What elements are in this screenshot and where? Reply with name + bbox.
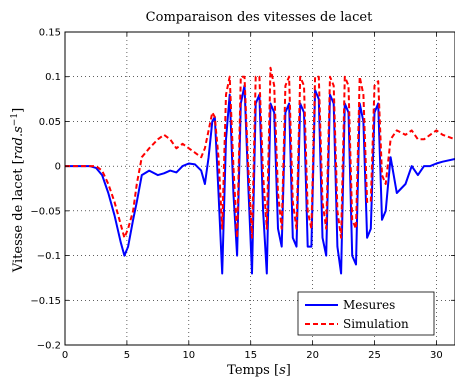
legend-box bbox=[297, 291, 435, 336]
legend-label-mesures: Mesures bbox=[343, 298, 395, 312]
series-layer bbox=[65, 66, 455, 275]
y-tick-label: 0.15 bbox=[39, 28, 61, 39]
x-tick-label: 15 bbox=[244, 350, 257, 361]
y-tick-label: −0.05 bbox=[30, 206, 61, 217]
y-tick-label: −0.2 bbox=[37, 341, 61, 352]
y-tick-label: −0.1 bbox=[37, 251, 61, 262]
y-tick-label: 0.1 bbox=[45, 72, 61, 83]
x-axis-label: Temps [s] bbox=[227, 363, 291, 378]
x-tick-label: 25 bbox=[368, 350, 381, 361]
legend-label-simulation: Simulation bbox=[343, 317, 409, 331]
x-tick-label: 10 bbox=[182, 350, 195, 361]
axis-ticks: 0 5 10 15 20 25 30 −0.2 −0.15 −0.1 −0.05 0 0.05 0.1 0.… bbox=[30, 28, 455, 361]
x-tick-label: 5 bbox=[124, 350, 130, 361]
x-tick-label: 20 bbox=[306, 350, 319, 361]
x-tick-label: 0 bbox=[62, 350, 68, 361]
plot-frame bbox=[64, 31, 455, 346]
series-line-simulation bbox=[65, 66, 455, 239]
y-tick-label: 0 bbox=[55, 162, 61, 173]
series-line-mesures bbox=[65, 84, 455, 275]
x-tick-label: 30 bbox=[430, 350, 443, 361]
legend: Mesures Simulation bbox=[297, 291, 435, 336]
y-tick-label: 0.05 bbox=[39, 117, 61, 128]
chart-title: Comparaison des vitesses de lacet bbox=[146, 10, 373, 25]
y-tick-label: −0.15 bbox=[30, 296, 61, 307]
y-axis-label: Vitesse de lacet [rad.s−1] bbox=[10, 108, 26, 273]
